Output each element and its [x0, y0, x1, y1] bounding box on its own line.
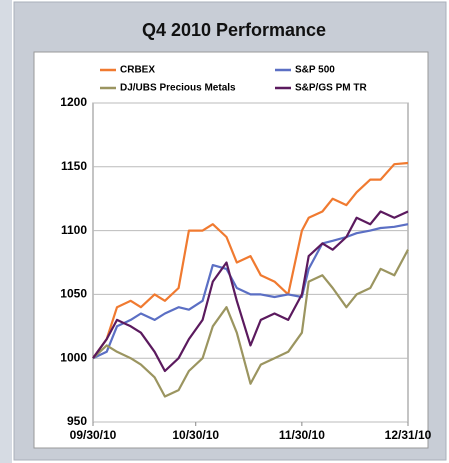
y-tick-label: 1050 — [60, 287, 87, 301]
y-tick-label: 1200 — [60, 95, 87, 109]
y-tick-label: 1100 — [61, 223, 87, 237]
legend-label: CRBEX — [120, 65, 155, 76]
x-tick-label: 09/30/10 — [70, 428, 117, 442]
legend-label: S&P 500 — [295, 65, 335, 76]
legend-label: DJ/UBS Precious Metals — [120, 83, 236, 94]
legend-label: S&P/GS PM TR — [295, 83, 367, 94]
series-line — [92, 161, 409, 359]
x-tick-label: 10/30/10 — [172, 428, 219, 442]
y-tick-label: 1000 — [60, 350, 87, 364]
x-tick-label: 12/31/10 — [385, 428, 432, 442]
series-line — [92, 210, 409, 373]
series-line — [92, 223, 409, 360]
chart-title: Q4 2010 Performance — [142, 20, 326, 40]
y-tick-label: 950 — [67, 414, 87, 428]
y-tick-label: 1150 — [61, 159, 87, 173]
x-tick-label: 11/30/10 — [279, 428, 325, 442]
side-panel — [0, 0, 12, 463]
series-line — [92, 249, 409, 398]
